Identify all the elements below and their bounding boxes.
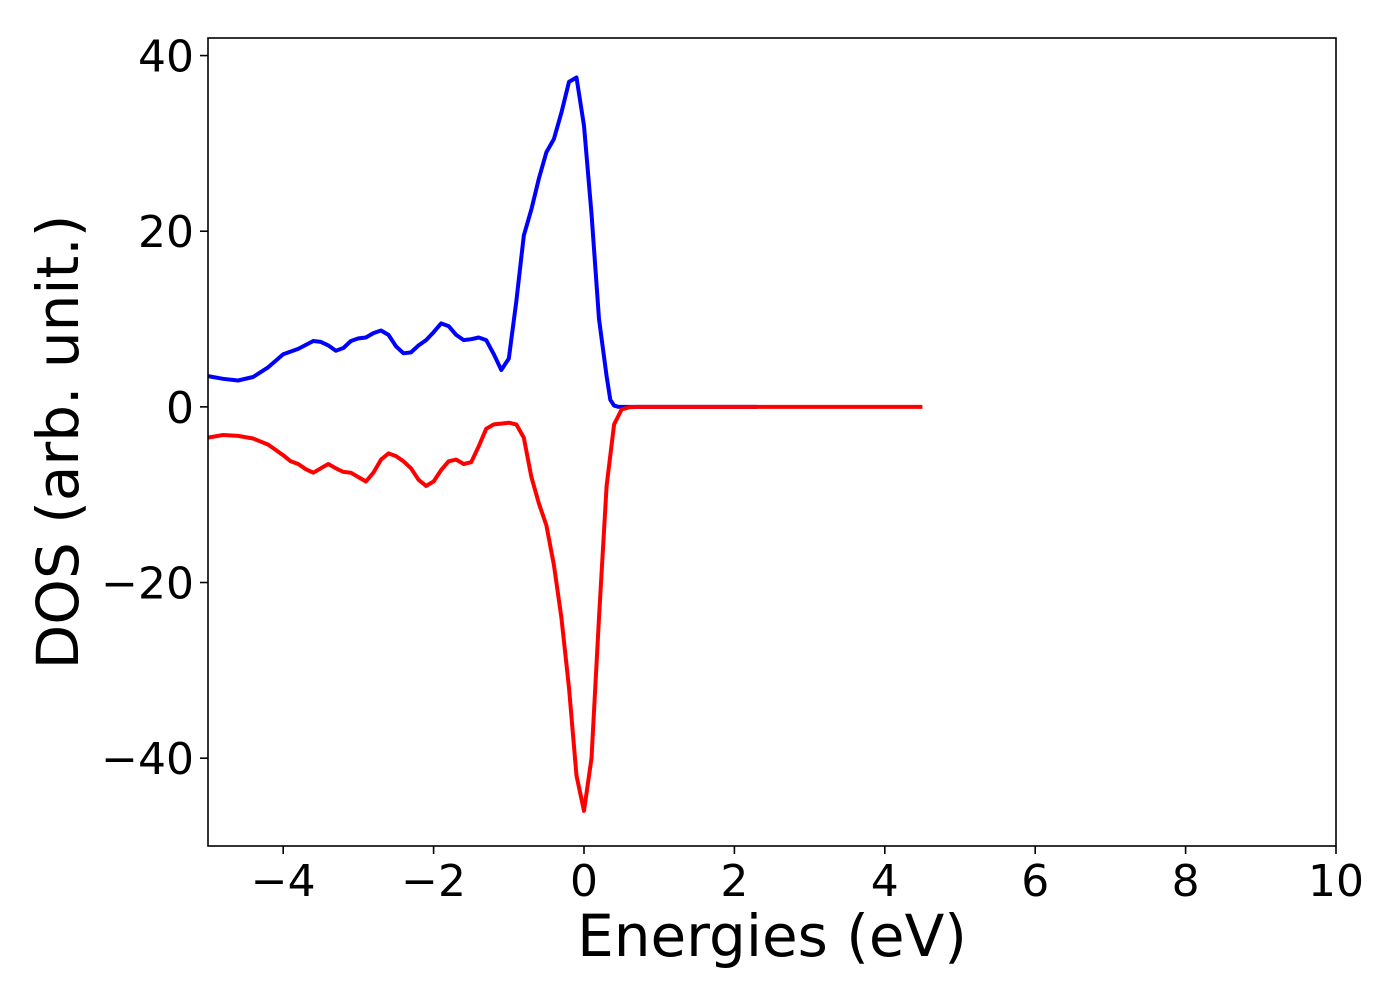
series-layer [207, 75, 923, 813]
x-tick-label: 2 [720, 856, 748, 907]
x-tick-label: 8 [1172, 856, 1200, 907]
x-tick-label: 4 [871, 856, 899, 907]
y-tick-label: 20 [138, 207, 194, 258]
y-tick-label: −40 [101, 734, 194, 785]
y-axis-label: DOS (arb. unit.) [24, 215, 92, 670]
series-line-2 [207, 404, 923, 813]
y-tick-label: −20 [101, 559, 194, 610]
y-axis-ticks: −40 −20 0 20 40 [101, 32, 208, 785]
x-tick-label: −2 [401, 856, 466, 907]
x-tick-label: 0 [570, 856, 598, 907]
x-axis-ticks: −4 −2 0 2 4 6 8 10 [251, 846, 1364, 907]
y-tick-label: 0 [166, 383, 194, 434]
x-tick-label: 10 [1308, 856, 1364, 907]
x-axis-label: Energies (eV) [577, 902, 967, 970]
y-tick-label: 40 [138, 32, 194, 83]
x-tick-label: 6 [1021, 856, 1049, 907]
series-line-1 [207, 75, 757, 409]
x-tick-label: −4 [251, 856, 316, 907]
plot-area [208, 38, 1336, 846]
plot-frame [207, 37, 1337, 847]
